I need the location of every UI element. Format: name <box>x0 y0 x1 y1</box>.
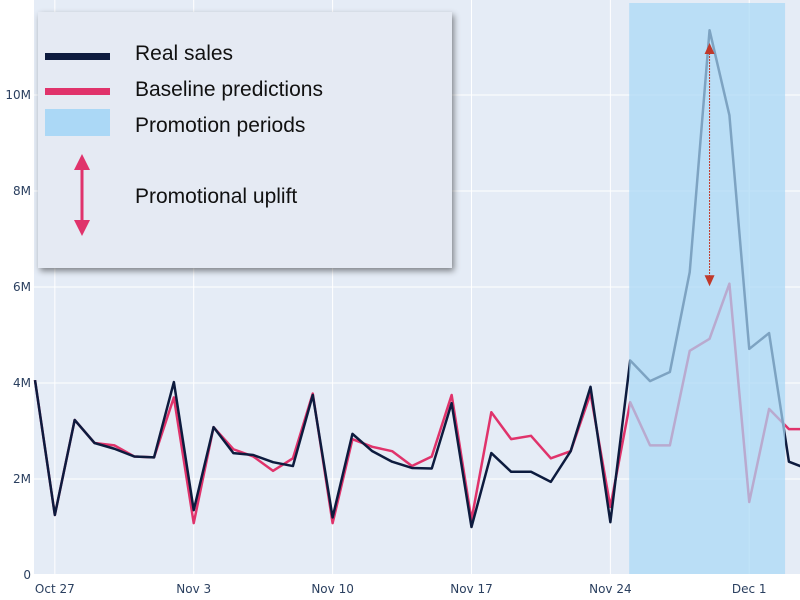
y-tick-label: 4M <box>13 376 31 390</box>
legend: Real sales Baseline predictions Promotio… <box>38 12 452 268</box>
x-tick-label: Oct 27 <box>35 582 75 596</box>
y-tick-label: 2M <box>13 472 31 486</box>
legend-label-baseline: Baseline predictions <box>135 78 323 101</box>
uplift-arrow <box>704 43 715 287</box>
legend-swatch-real-sales <box>45 53 110 60</box>
y-tick-label: 10M <box>5 88 31 102</box>
x-tick-label: Nov 10 <box>311 582 354 596</box>
legend-label-uplift: Promotional uplift <box>135 185 298 208</box>
x-tick-label: Nov 3 <box>176 582 211 596</box>
legend-swatch-promotion <box>45 109 110 136</box>
x-tick-label: Nov 17 <box>450 582 493 596</box>
x-tick-label: Nov 24 <box>589 582 632 596</box>
x-tick-label: Dec 1 <box>732 582 767 596</box>
uplift-arrow-head-down <box>704 275 715 287</box>
legend-label-promotion: Promotion periods <box>135 114 306 137</box>
x-axis-ticks: Oct 27 Nov 3 Nov 10 Nov 17 Nov 24 Dec 1 <box>35 582 767 596</box>
legend-swatch-baseline <box>45 88 110 95</box>
promotion-areas <box>629 3 786 574</box>
promotion-period-area <box>629 3 786 574</box>
double-arrow-icon <box>74 154 90 236</box>
y-tick-label: 0 <box>23 568 31 582</box>
y-axis-ticks: 0 2M 4M 6M 8M 10M <box>5 88 31 582</box>
y-tick-label: 6M <box>13 280 31 294</box>
y-tick-label: 8M <box>13 184 31 198</box>
legend-label-real-sales: Real sales <box>135 42 234 65</box>
uplift-arrow-head-up <box>704 43 715 54</box>
